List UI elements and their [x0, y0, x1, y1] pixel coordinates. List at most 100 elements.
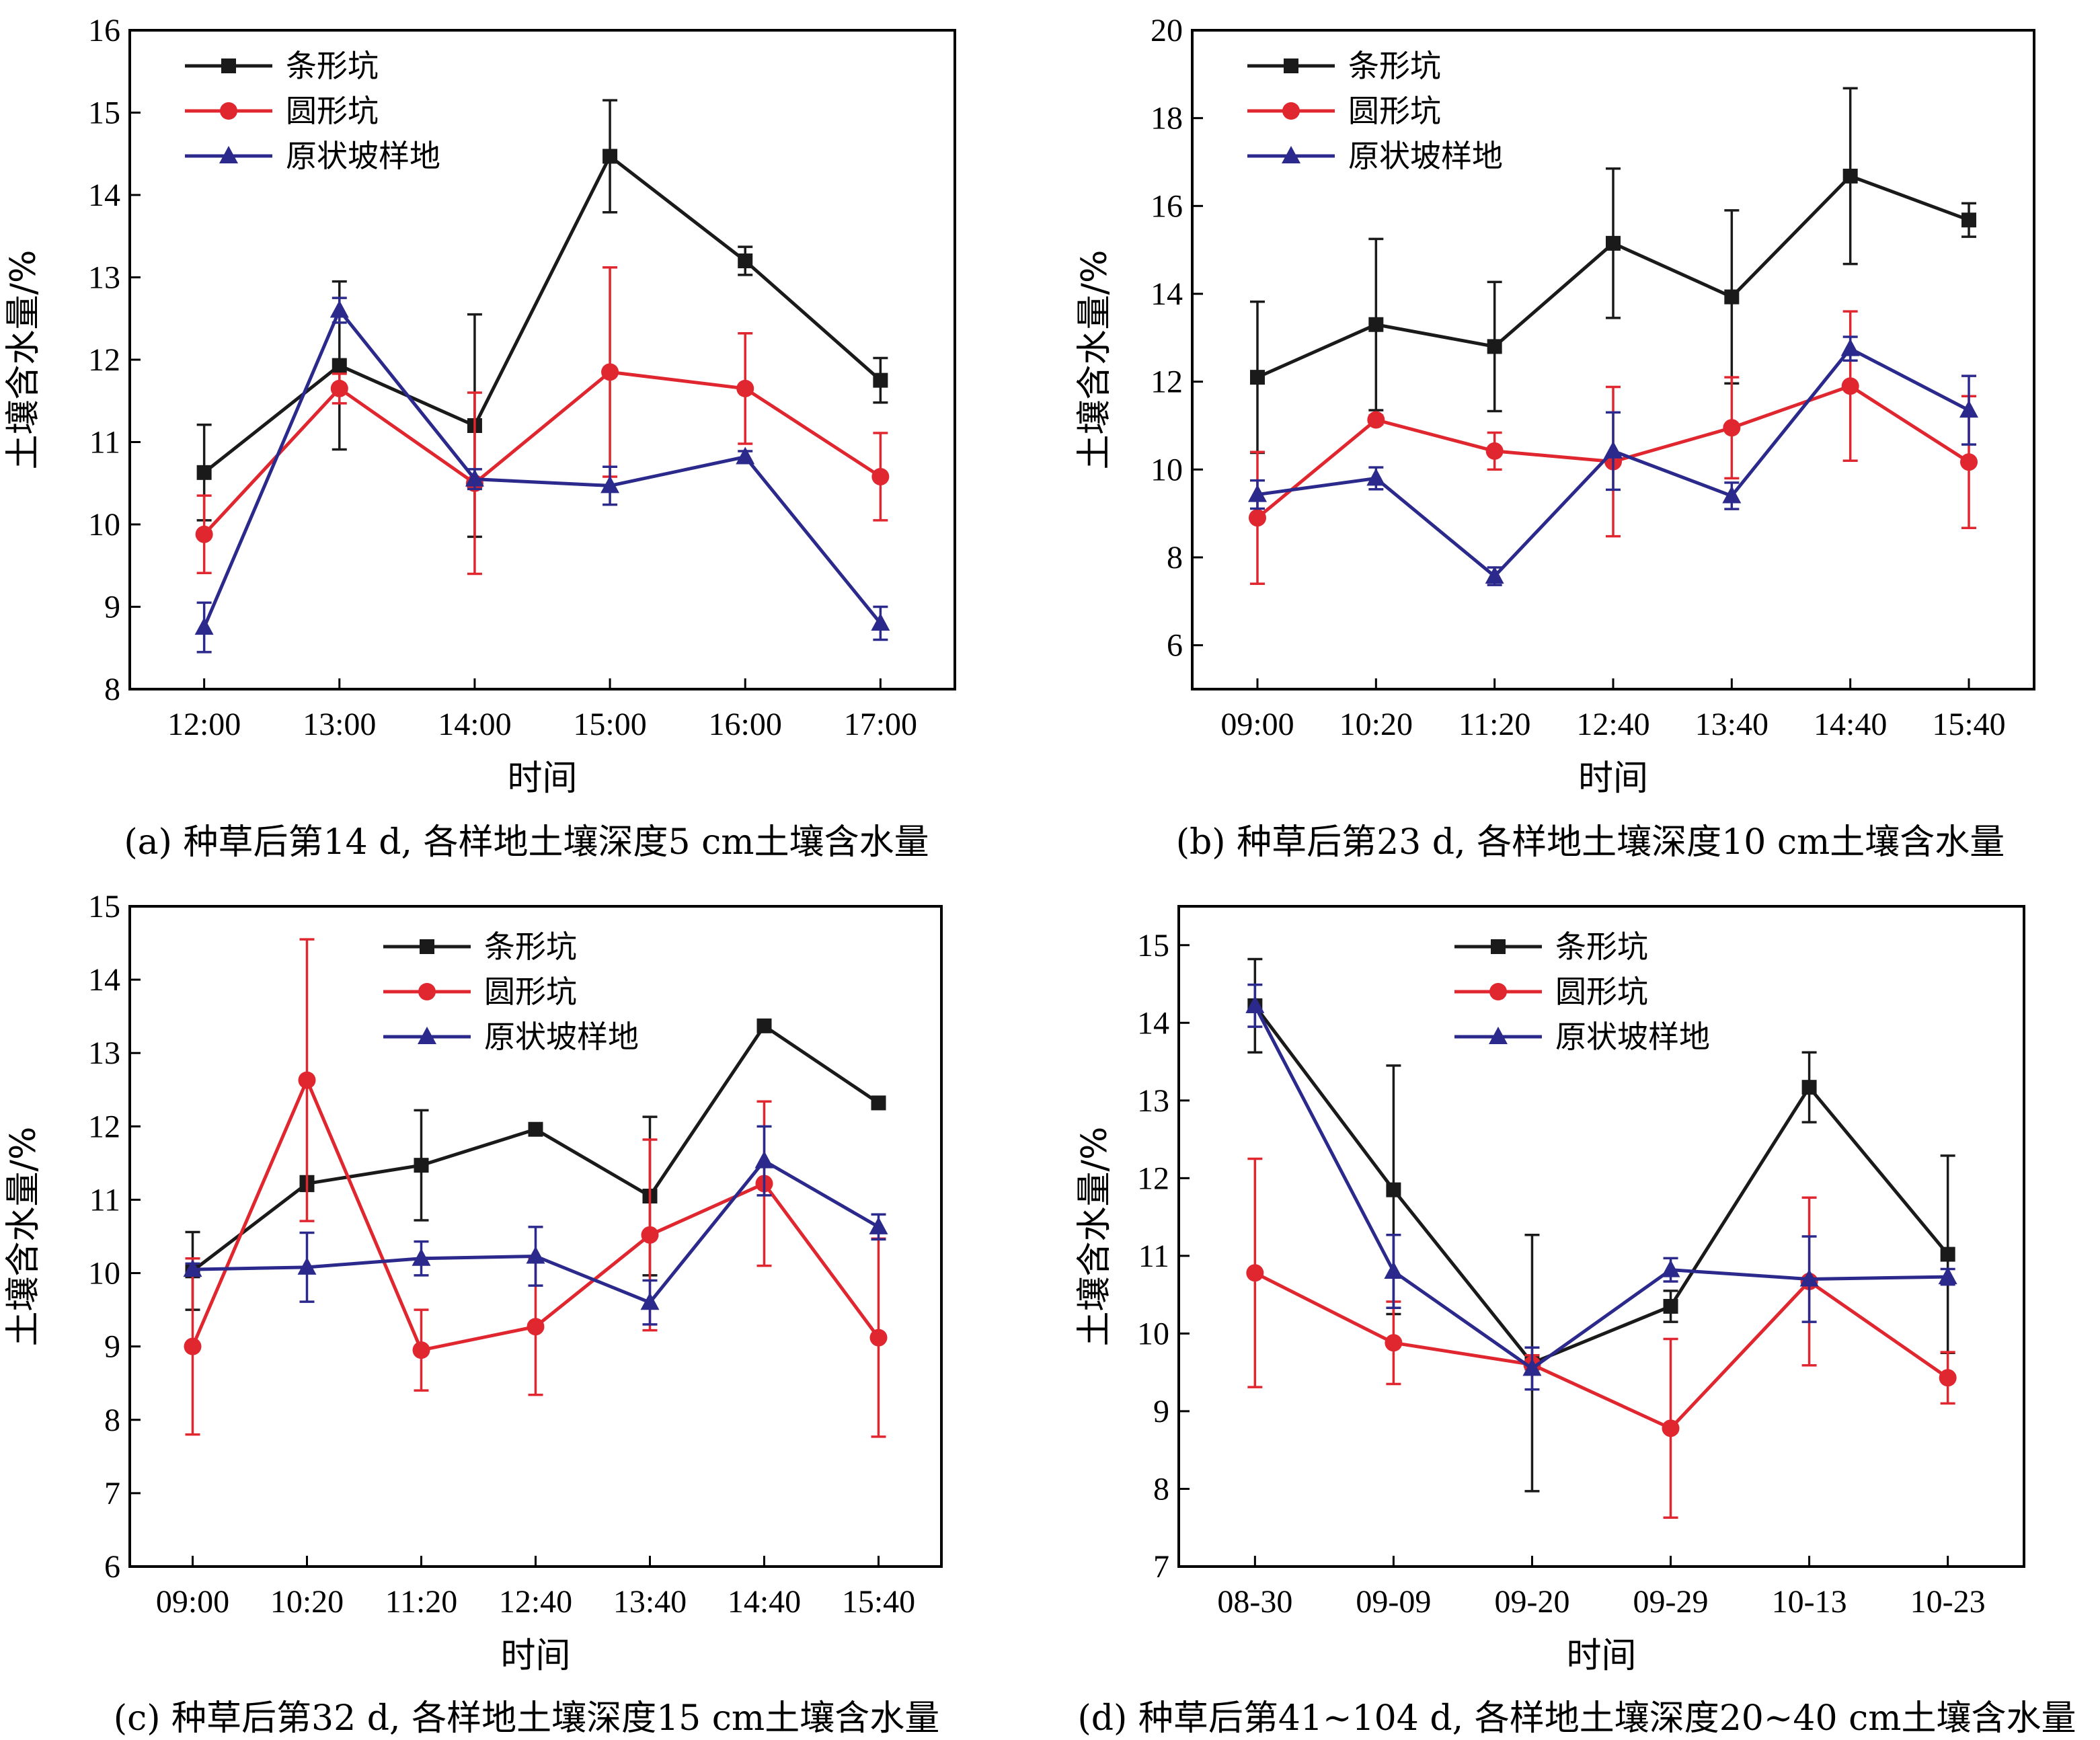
data-point: [1485, 442, 1504, 460]
data-point: [601, 363, 619, 381]
data-point: [1722, 485, 1742, 504]
data-point: [1961, 212, 1977, 228]
x-axis-title: 时间: [1578, 758, 1648, 799]
data-point: [1367, 411, 1385, 429]
legend-label: 原状坡样地: [1555, 1019, 1710, 1055]
y-tick-label: 10: [1151, 452, 1183, 487]
plot-frame: [1177, 905, 2025, 1568]
x-tick-label: 12:40: [499, 1584, 572, 1620]
x-tick-label: 15:40: [1932, 707, 2005, 742]
x-tick-label: 14:00: [438, 707, 511, 742]
y-tick-label: 12: [88, 342, 120, 378]
chart-panel-b: 6 8 10 12 14 16 18 20 09:00 10:20 11:20 12:40 13:40 1…: [1075, 13, 2035, 863]
legend-label: 条形坑: [484, 928, 577, 965]
data-point: [1522, 1358, 1542, 1376]
series-line: [1253, 1004, 1948, 1371]
x-axis-title: 时间: [1566, 1636, 1636, 1676]
data-point: [1487, 339, 1502, 354]
data-point: [1384, 1261, 1403, 1279]
legend-label: 原状坡样地: [286, 138, 440, 174]
y-tick-label: 7: [104, 1476, 120, 1511]
data-point: [526, 1246, 545, 1264]
chart-panel-c: 6 7 8 9 10 11 12 13 14 15 09:00 10:20 11:20 12:40 13:4…: [3, 889, 943, 1739]
legend-marker: [1489, 983, 1507, 1000]
legend-marker: [1284, 58, 1298, 73]
y-tick-label: 16: [88, 13, 120, 48]
plot-frame: [128, 29, 956, 690]
data-point: [1840, 338, 1860, 356]
data-point: [1661, 1259, 1680, 1277]
data-point: [754, 1150, 774, 1169]
data-point: [1841, 377, 1859, 395]
y-tick-label: 14: [88, 177, 120, 213]
y-axis-title: 土壤含水量/%: [3, 250, 44, 470]
series-圆形坑: [184, 938, 888, 1438]
data-point: [412, 1248, 431, 1266]
data-point: [194, 617, 214, 635]
x-tick-label: 14:40: [728, 1584, 801, 1620]
legend-label: 条形坑: [1348, 48, 1441, 84]
y-axis-title: 土壤含水量/%: [3, 1127, 44, 1347]
legend-label: 原状坡样地: [484, 1019, 639, 1055]
y-tick-label: 11: [1138, 1238, 1169, 1274]
data-point: [412, 1341, 430, 1359]
x-tick-label: 08-30: [1217, 1584, 1292, 1620]
data-point: [600, 475, 620, 493]
panel-caption: (a) 种草后第14 d, 各样地土壤深度5 cm土壤含水量: [124, 822, 929, 863]
legend-marker: [418, 983, 436, 1000]
data-point: [641, 1226, 659, 1244]
y-tick-label: 9: [1153, 1394, 1169, 1429]
y-tick-label: 15: [88, 95, 120, 131]
series-圆形坑: [195, 266, 890, 576]
x-tick-label: 10:20: [1339, 707, 1413, 742]
y-tick-label: 11: [89, 425, 120, 461]
y-tick-label: 9: [104, 1329, 120, 1365]
x-tick-label: 12:40: [1576, 707, 1649, 742]
data-point: [1245, 995, 1265, 1013]
x-tick-label: 15:40: [842, 1584, 915, 1620]
y-axis-title: 土壤含水量/%: [1075, 250, 1115, 470]
data-point: [1959, 400, 1979, 418]
legend-marker: [221, 58, 236, 73]
legend-marker: [219, 146, 238, 163]
legend-marker: [220, 102, 237, 120]
y-axis-title: 土壤含水量/%: [1075, 1127, 1115, 1347]
y-tick-label: 12: [1137, 1160, 1169, 1196]
legend-label: 圆形坑: [484, 974, 577, 1010]
data-point: [602, 149, 618, 164]
y-tick-label: 8: [104, 672, 120, 707]
y-tick-label: 14: [88, 962, 120, 998]
y-tick-label: 6: [1167, 628, 1183, 664]
data-point: [1246, 1264, 1264, 1282]
data-point: [1938, 1267, 1957, 1285]
chart-panel-d: 7 8 9 10 11 12 13 14 15 08-30 09-09 09-20 09-29 10-13…: [1075, 905, 2076, 1739]
data-point: [1960, 453, 1978, 471]
data-point: [869, 1329, 888, 1347]
data-point: [756, 1018, 772, 1033]
y-tick-label: 14: [1137, 1005, 1169, 1041]
data-point: [527, 1318, 545, 1336]
y-tick-label: 15: [88, 889, 120, 924]
legend-marker: [1489, 1027, 1508, 1044]
y-tick-label: 8: [1167, 540, 1183, 576]
y-tick-label: 8: [1153, 1471, 1169, 1507]
data-point: [871, 613, 890, 631]
y-tick-label: 10: [88, 507, 120, 543]
x-tick-label: 09-29: [1633, 1584, 1709, 1620]
data-point: [1606, 235, 1621, 251]
y-tick-label: 14: [1151, 276, 1183, 312]
y-tick-label: 16: [1151, 188, 1183, 224]
x-tick-label: 17:00: [844, 707, 917, 742]
data-point: [1485, 566, 1504, 584]
series-line: [1253, 1004, 1949, 1366]
data-point: [1723, 419, 1741, 437]
data-point: [1247, 484, 1267, 502]
plot-frame: [1191, 29, 2035, 690]
y-tick-label: 6: [104, 1549, 120, 1585]
data-point: [414, 1158, 429, 1173]
x-tick-label: 10-13: [1772, 1584, 1847, 1620]
data-point: [195, 525, 213, 543]
